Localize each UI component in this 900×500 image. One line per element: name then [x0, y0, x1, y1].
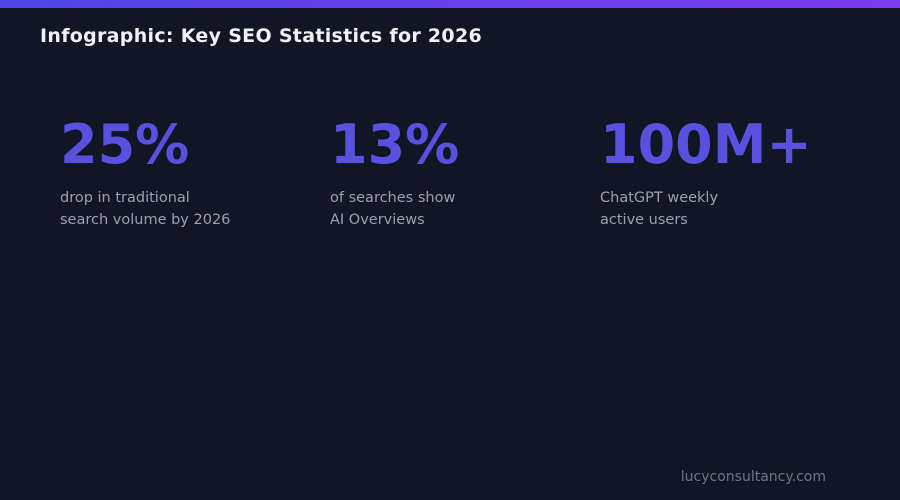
stat-card-chatgpt-users: 100M+ ChatGPT weekly active users: [600, 118, 865, 231]
stat-card-ai-overviews: 13% of searches show AI Overviews: [330, 118, 595, 231]
accent-gradient-bar: [0, 0, 900, 8]
stat-value: 13%: [330, 113, 460, 176]
stat-caption-line2: search volume by 2026: [60, 212, 231, 228]
stats-row: 25% drop in traditional search volume by…: [0, 118, 900, 248]
stat-card-search-volume: 25% drop in traditional search volume by…: [60, 118, 325, 231]
stat-value: 100M+: [600, 113, 812, 176]
stat-caption: drop in traditional search volume by 202…: [60, 187, 325, 231]
stat-caption-line1: of searches show: [330, 190, 456, 206]
stat-caption-line2: active users: [600, 212, 688, 228]
stat-caption: ChatGPT weekly active users: [600, 187, 865, 231]
stat-caption-line1: ChatGPT weekly: [600, 190, 719, 206]
stat-value: 25%: [60, 113, 190, 176]
stat-caption-line1: drop in traditional: [60, 190, 190, 206]
stat-caption-line2: AI Overviews: [330, 212, 425, 228]
stat-caption: of searches show AI Overviews: [330, 187, 595, 231]
page-title: Infographic: Key SEO Statistics for 2026: [40, 25, 482, 47]
footer-website: lucyconsultancy.com: [680, 469, 826, 485]
